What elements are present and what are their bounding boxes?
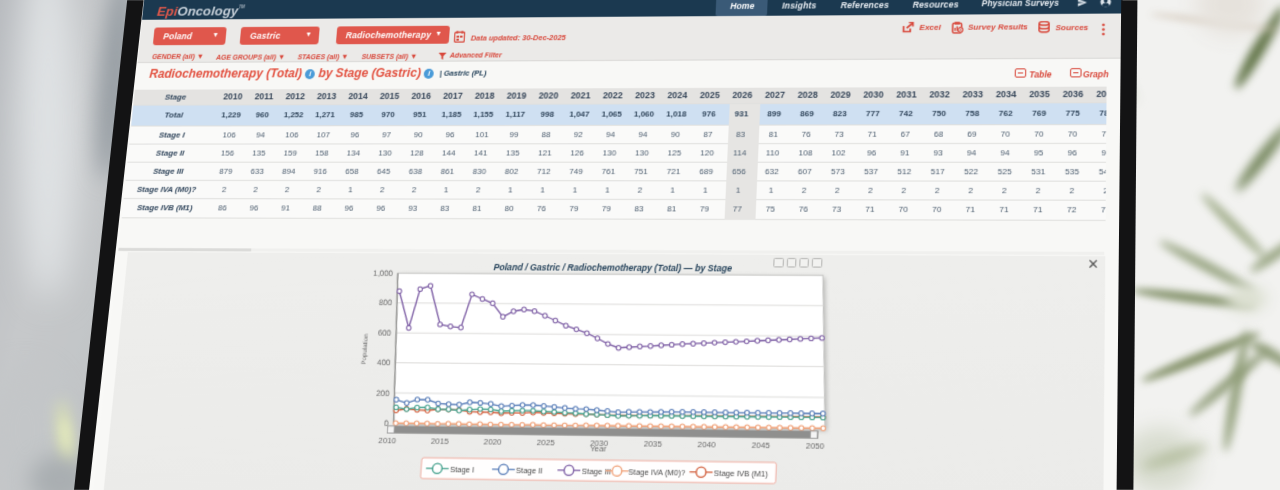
svg-text:2050: 2050 <box>806 440 825 450</box>
svg-text:2030: 2030 <box>590 438 609 448</box>
svg-text:Year: Year <box>590 444 607 454</box>
svg-text:0: 0 <box>384 418 389 428</box>
svg-text:Stage II: Stage II <box>516 465 543 476</box>
svg-text:2010: 2010 <box>378 435 396 445</box>
svg-text:2025: 2025 <box>536 437 555 447</box>
svg-text:600: 600 <box>378 328 391 338</box>
svg-text:2020: 2020 <box>483 436 502 446</box>
svg-text:400: 400 <box>377 358 390 368</box>
svg-text:1,000: 1,000 <box>373 268 393 278</box>
svg-text:Population: Population <box>361 334 370 365</box>
svg-text:800: 800 <box>379 298 392 308</box>
svg-text:2040: 2040 <box>697 439 716 449</box>
svg-text:2015: 2015 <box>431 436 449 446</box>
svg-text:2045: 2045 <box>751 440 770 450</box>
svg-text:200: 200 <box>376 388 389 398</box>
svg-text:Stage III: Stage III <box>582 466 612 477</box>
svg-text:2035: 2035 <box>644 438 663 448</box>
svg-text:Stage IVB (M1): Stage IVB (M1) <box>714 468 768 479</box>
svg-text:Stage IVA (M0)?: Stage IVA (M0)? <box>628 466 685 477</box>
svg-text:Stage I: Stage I <box>450 464 475 474</box>
